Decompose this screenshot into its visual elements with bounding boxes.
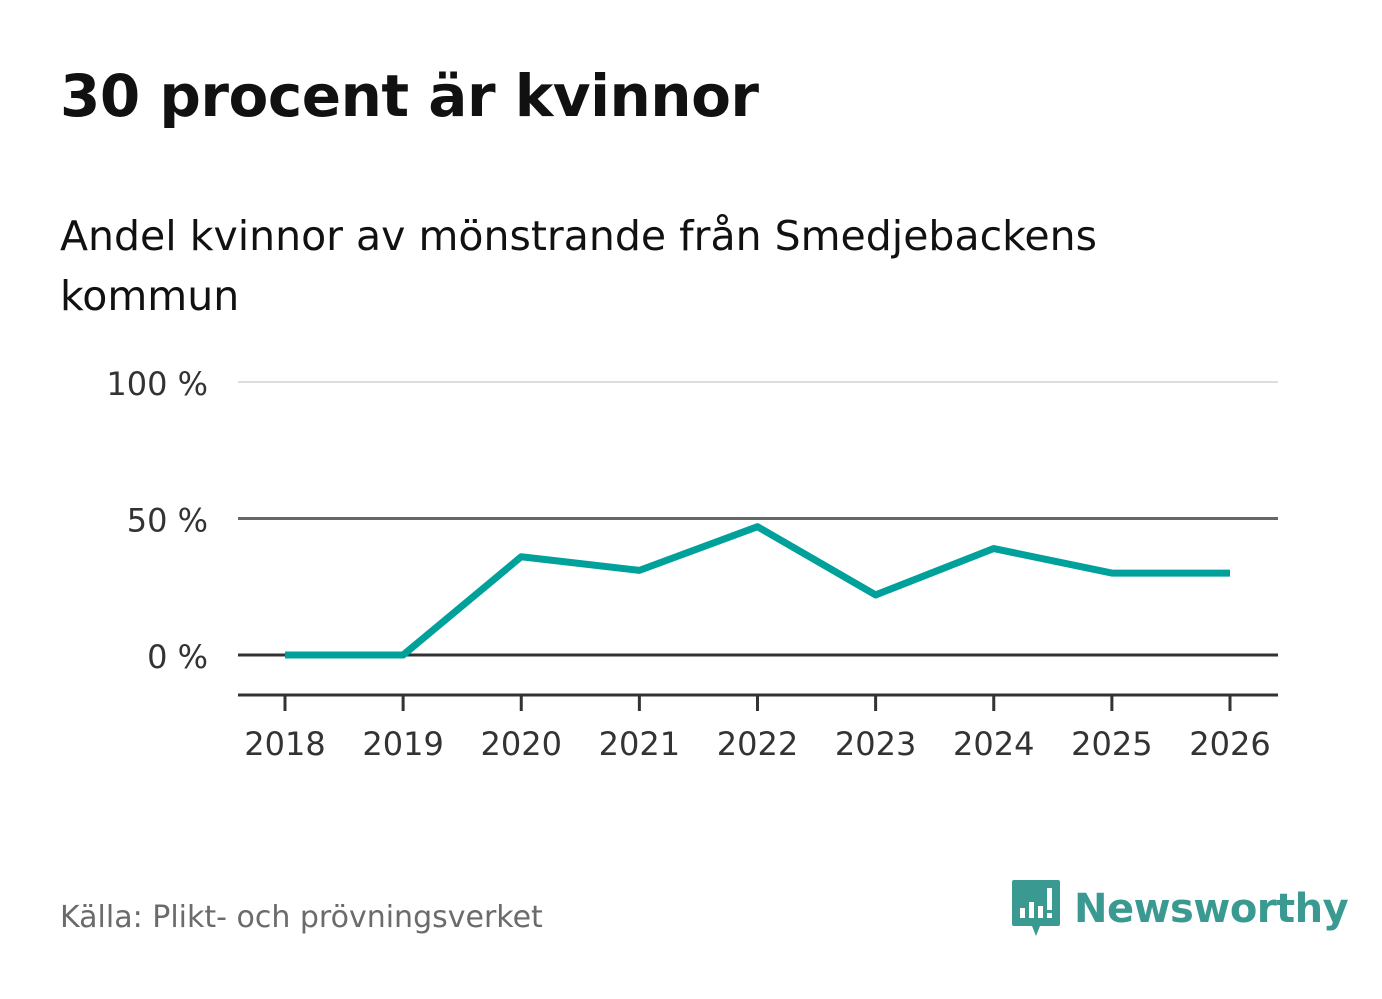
y-tick-label: 0 %: [147, 638, 208, 676]
x-tick-label: 2022: [717, 725, 798, 763]
x-tick-label: 2025: [1071, 725, 1152, 763]
series-line: [285, 523, 1230, 659]
logo-text: Newsworthy: [1074, 886, 1349, 932]
y-tick-label: 100 %: [106, 365, 208, 403]
x-tick-label: 2026: [1189, 725, 1270, 763]
x-tick-label: 2023: [835, 725, 916, 763]
newsworthy-logo[interactable]: Newsworthy: [1010, 878, 1349, 940]
chart-title: 30 procent är kvinnor: [60, 62, 759, 130]
y-tick-label: 50 %: [127, 502, 208, 540]
x-tick-label: 2021: [599, 725, 680, 763]
source-note: Källa: Plikt- och prövningsverket: [60, 900, 543, 935]
newsworthy-logo-icon: [1012, 880, 1060, 936]
x-tick-label: 2018: [244, 725, 325, 763]
x-tick-label: 2020: [481, 725, 562, 763]
x-tick-label: 2024: [953, 725, 1034, 763]
chart-subtitle: Andel kvinnor av mönstrande från Smedjeb…: [60, 212, 1097, 320]
x-tick-label: 2019: [362, 725, 443, 763]
